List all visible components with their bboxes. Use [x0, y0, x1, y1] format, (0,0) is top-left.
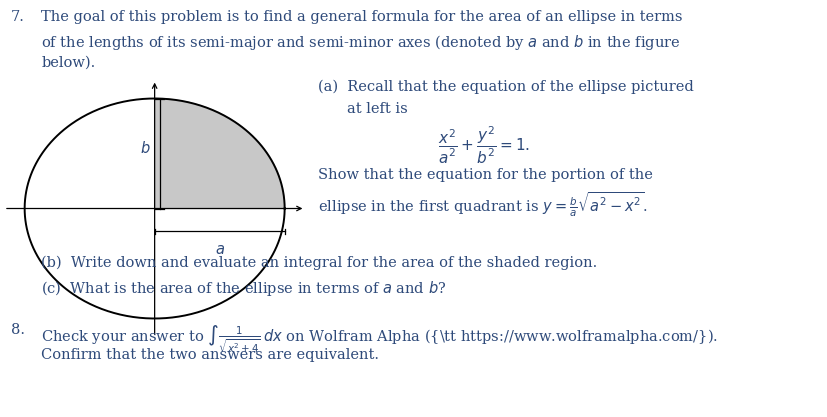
Text: (b)  Write down and evaluate an integral for the area of the shaded region.: (b) Write down and evaluate an integral …: [41, 255, 598, 270]
Text: 8.: 8.: [11, 323, 25, 337]
Text: $a$: $a$: [215, 243, 225, 257]
Text: 7.: 7.: [11, 10, 25, 25]
Text: (a)  Recall that the equation of the ellipse pictured: (a) Recall that the equation of the elli…: [318, 79, 694, 94]
Text: $\dfrac{x^2}{a^2} + \dfrac{y^2}{b^2} = 1.$: $\dfrac{x^2}{a^2} + \dfrac{y^2}{b^2} = 1…: [438, 125, 530, 166]
Text: The goal of this problem is to find a general formula for the area of an ellipse: The goal of this problem is to find a ge…: [41, 10, 683, 25]
Text: $b$: $b$: [140, 140, 151, 156]
Text: below).: below).: [41, 55, 96, 70]
Text: Check your answer to $\int \frac{1}{\sqrt{x^2+4}}\,dx$ on Wolfram Alpha ({\tt ht: Check your answer to $\int \frac{1}{\sqr…: [41, 323, 719, 355]
Text: ellipse in the first quadrant is $y = \frac{b}{a}\sqrt{a^2 - x^2}$.: ellipse in the first quadrant is $y = \f…: [318, 191, 648, 219]
Text: Show that the equation for the portion of the: Show that the equation for the portion o…: [318, 168, 653, 183]
Polygon shape: [155, 98, 284, 208]
Text: of the lengths of its semi-major and semi-minor axes (denoted by $a$ and $b$ in : of the lengths of its semi-major and sem…: [41, 33, 681, 52]
Text: Confirm that the two answers are equivalent.: Confirm that the two answers are equival…: [41, 348, 380, 362]
Text: (c)  What is the area of the ellipse in terms of $a$ and $b$?: (c) What is the area of the ellipse in t…: [41, 279, 447, 299]
Text: at left is: at left is: [347, 102, 408, 116]
